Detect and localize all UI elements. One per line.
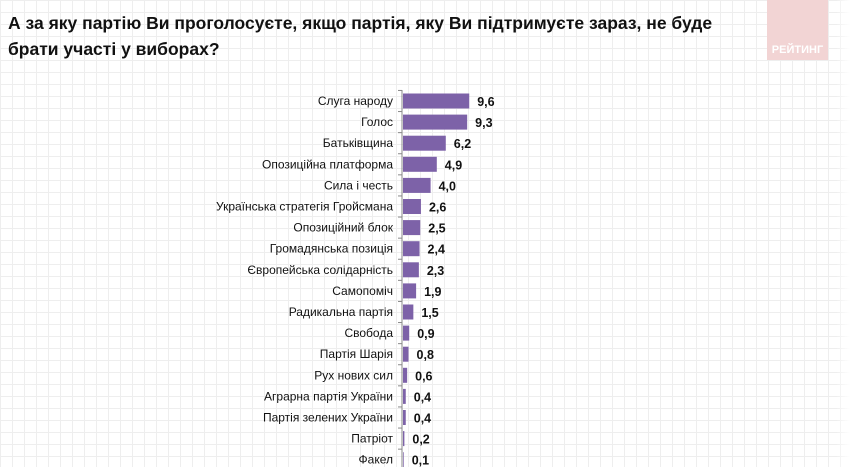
category-label: Голос xyxy=(361,115,393,129)
bar xyxy=(403,410,406,425)
bar xyxy=(403,220,421,236)
value-label: 6,2 xyxy=(454,137,471,151)
bar xyxy=(403,93,470,109)
category-label: Радикальна партія xyxy=(289,305,393,319)
value-label: 0,4 xyxy=(414,390,431,404)
bar xyxy=(403,135,446,151)
category-label: Громадянська позиція xyxy=(270,242,393,256)
value-label: 0,1 xyxy=(412,454,429,467)
bar xyxy=(403,177,431,193)
value-label: 9,6 xyxy=(477,95,494,109)
value-label: 2,4 xyxy=(428,243,445,257)
bar xyxy=(403,241,420,257)
bar xyxy=(403,283,417,299)
category-label: Європейська солідарність xyxy=(247,263,393,277)
chart-title: А за яку партію Ви проголосуєте, якщо па… xyxy=(8,13,713,59)
value-label: 9,3 xyxy=(475,116,492,130)
bar xyxy=(403,114,468,130)
logo-text: РЕЙТИНГ xyxy=(771,44,824,56)
value-label: 2,6 xyxy=(429,201,446,215)
category-label: Рух нових сил xyxy=(314,368,393,382)
category-label: Факел xyxy=(359,453,393,467)
value-label: 0,2 xyxy=(412,433,429,447)
category-label: Самопоміч xyxy=(332,284,393,298)
value-label: 1,9 xyxy=(424,285,441,299)
value-label: 4,9 xyxy=(445,158,462,172)
category-label: Партія зелених України xyxy=(263,411,393,425)
bar xyxy=(403,199,421,214)
bar xyxy=(403,325,410,341)
category-label: Партія Шарія xyxy=(320,347,393,361)
category-label: Батьківщина xyxy=(323,136,394,150)
category-label: Опозиційний блок xyxy=(293,221,393,235)
edge-fade xyxy=(836,0,850,467)
value-label: 0,6 xyxy=(415,369,432,383)
value-label: 1,5 xyxy=(421,306,438,320)
category-label: Свобода xyxy=(344,326,393,340)
bar xyxy=(403,367,408,383)
category-label: Патріот xyxy=(351,432,393,446)
value-label: 0,4 xyxy=(414,412,431,426)
bar xyxy=(403,452,404,467)
bar xyxy=(403,304,414,320)
bar xyxy=(403,388,406,404)
bar xyxy=(403,156,437,172)
category-label: Опозиційна платформа xyxy=(262,157,393,171)
value-label: 2,3 xyxy=(427,264,444,278)
value-label: 0,8 xyxy=(417,348,434,362)
bar xyxy=(403,262,419,278)
bar xyxy=(403,346,409,362)
bar xyxy=(403,431,405,447)
value-label: 2,5 xyxy=(428,222,445,236)
value-label: 0,9 xyxy=(417,327,434,341)
rating-logo: РЕЙТИНГ xyxy=(767,0,828,60)
category-label: Сила і честь xyxy=(324,178,393,192)
category-label: Українська стратегія Гройсмана xyxy=(216,200,393,214)
value-label: 4,0 xyxy=(439,179,456,193)
category-label: Слуга народу xyxy=(318,94,393,108)
category-label: Аграрна партія України xyxy=(264,389,393,403)
